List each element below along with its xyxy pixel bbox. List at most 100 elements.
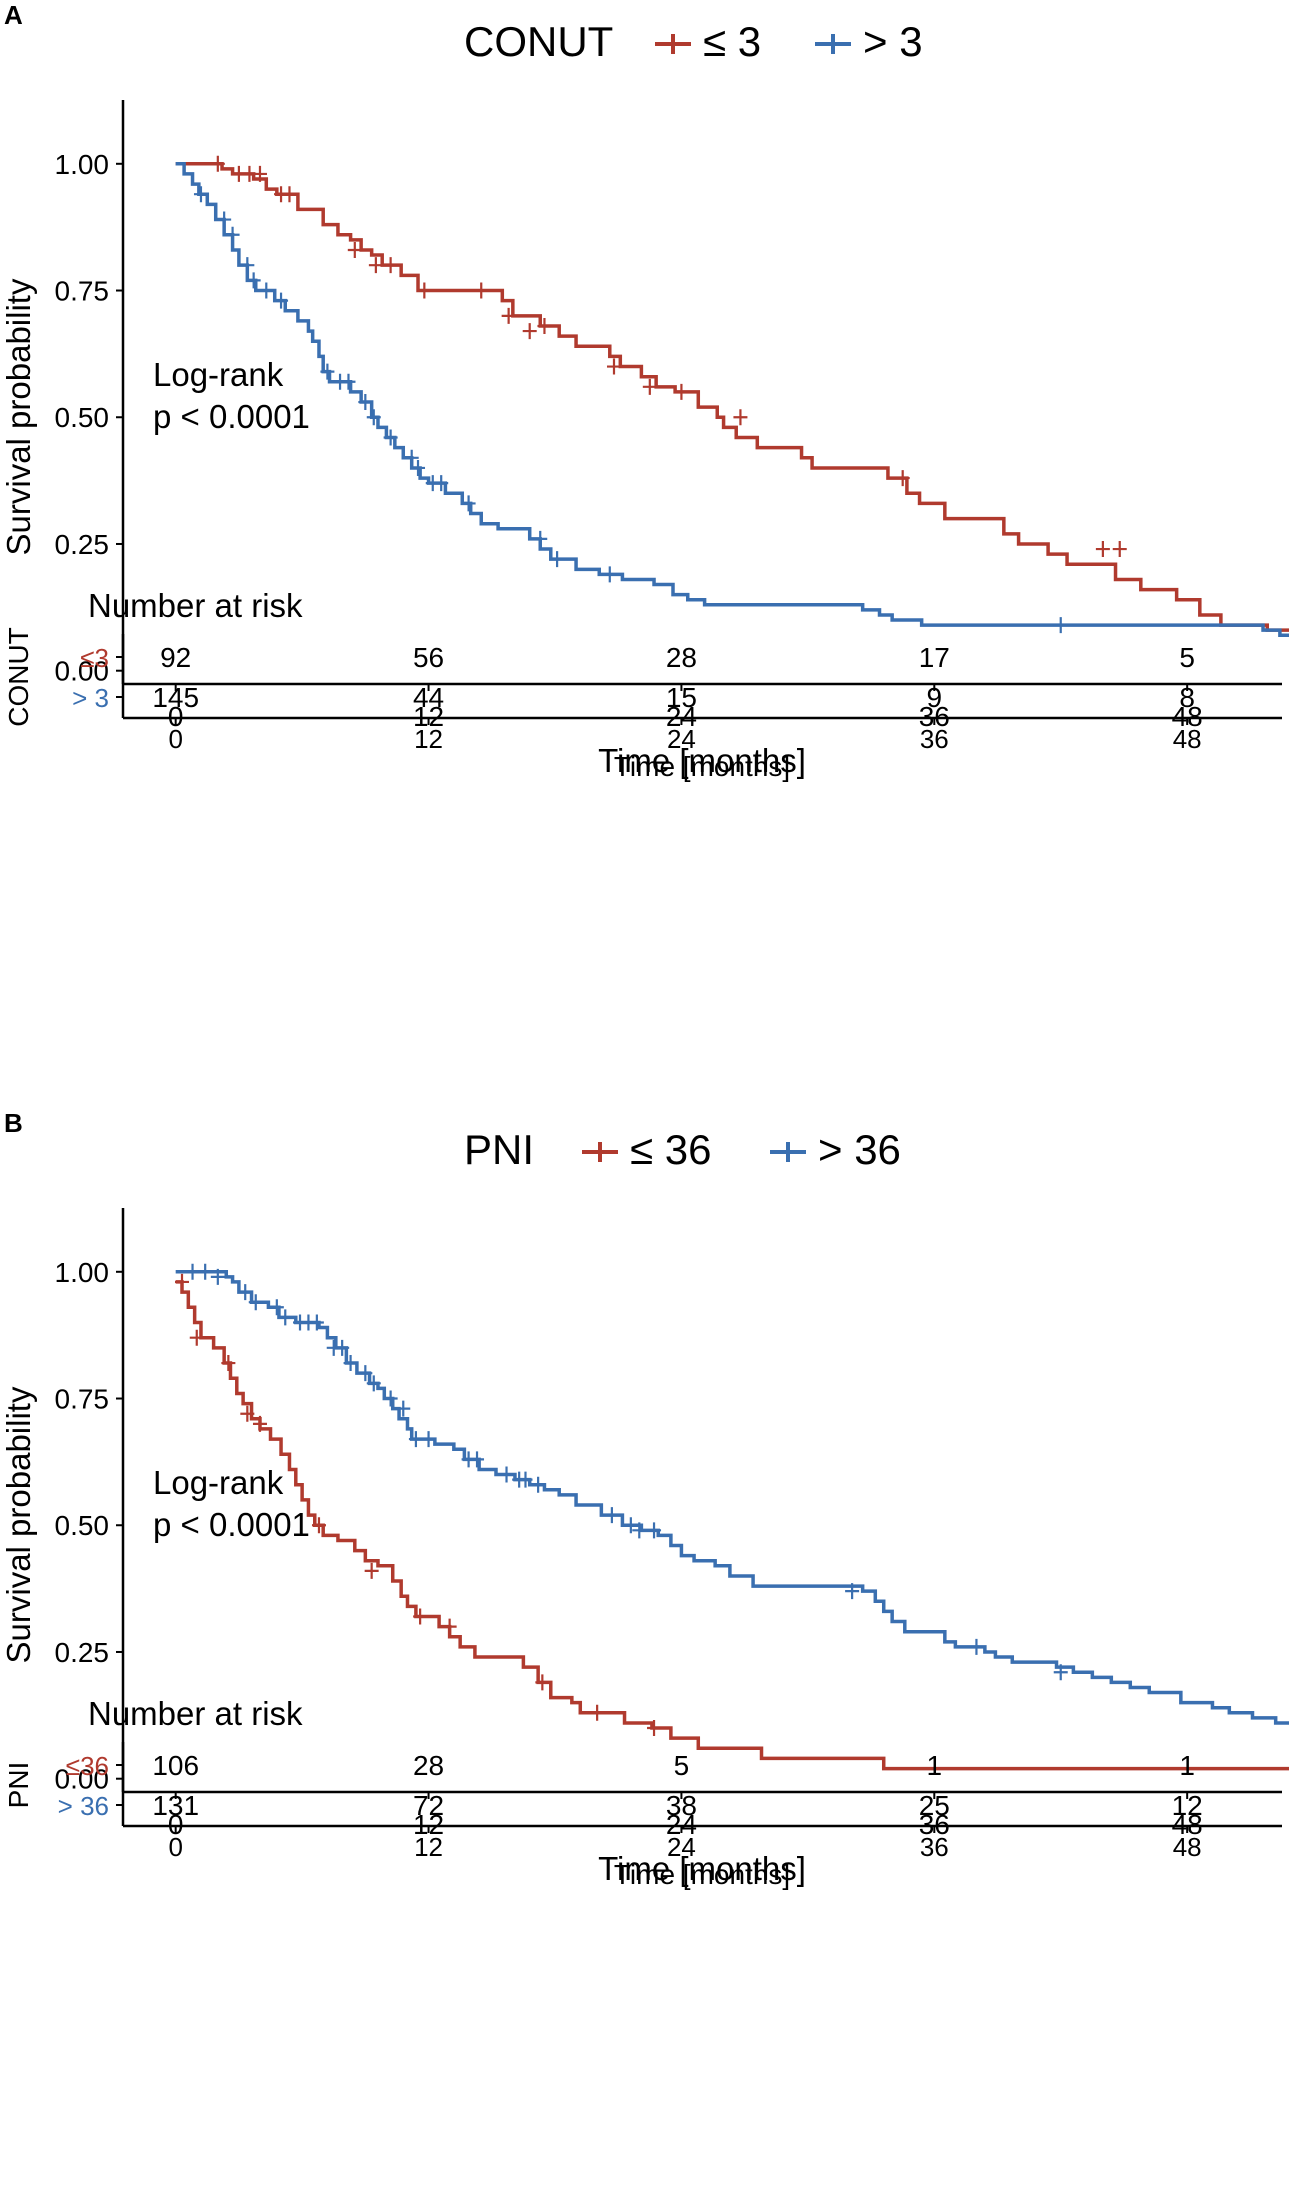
legend-label: > 3: [863, 18, 923, 65]
y-tick-label: 0.00: [55, 1764, 110, 1795]
x-tick-label: 48: [1172, 1809, 1203, 1840]
p-value-label: p < 0.0001: [153, 398, 310, 435]
censor-mark: [341, 373, 356, 390]
censor-mark: [193, 186, 208, 203]
risk-count: 145: [152, 682, 199, 713]
risk-table-y-title: PNI: [3, 1762, 34, 1809]
risk-row-label: ≤3: [80, 643, 109, 673]
censor-mark: [550, 551, 565, 568]
censor-mark: [210, 1268, 225, 1285]
censor-mark: [895, 470, 910, 487]
censor-mark: [1095, 541, 1110, 558]
censor-mark: [417, 282, 432, 299]
risk-count: 15: [666, 682, 697, 713]
censor-mark: [421, 1431, 436, 1448]
risk-count: 131: [152, 1790, 199, 1821]
censor-mark: [606, 358, 621, 375]
risk-table-y-title: CONUT: [3, 627, 34, 727]
legend-label: ≤ 36: [630, 1126, 711, 1173]
risk-x-tick-label: 0: [168, 1832, 182, 1862]
censor-mark: [499, 1466, 514, 1483]
x-tick-label: 24: [666, 701, 697, 732]
risk-count: 5: [1179, 642, 1195, 673]
censor-mark: [404, 449, 419, 466]
censor-mark: [674, 383, 689, 400]
censor-mark: [221, 1355, 236, 1372]
risk-count: 1: [1179, 1750, 1195, 1781]
censor-mark: [252, 1415, 267, 1432]
risk-x-tick-label: 24: [667, 1832, 696, 1862]
y-tick-label: 0.00: [55, 656, 110, 687]
censor-mark: [311, 1517, 326, 1534]
risk-count: 28: [413, 1750, 444, 1781]
risk-x-tick-label: 0: [168, 724, 182, 754]
censor-mark: [411, 459, 426, 476]
censor-mark: [845, 1583, 860, 1600]
logrank-label: Log-rank: [153, 356, 284, 393]
censor-mark: [189, 1329, 204, 1346]
censor-mark: [590, 1704, 605, 1721]
risk-count: 56: [413, 642, 444, 673]
risk-x-tick-label: 12: [414, 1832, 443, 1862]
censor-mark: [434, 475, 449, 492]
y-tick-label: 0.75: [55, 276, 110, 307]
censor-mark: [225, 226, 240, 243]
censor-mark: [383, 429, 398, 446]
x-tick-label: 0: [168, 1809, 184, 1840]
censor-mark: [1112, 541, 1127, 558]
risk-table-x-title: Time [months]: [614, 751, 790, 782]
censor-mark: [175, 1273, 190, 1290]
censor-mark: [396, 1400, 411, 1417]
risk-count: 25: [919, 1790, 950, 1821]
censor-mark: [535, 1674, 550, 1691]
censor-mark: [252, 165, 267, 182]
x-tick-label: 36: [919, 1809, 950, 1840]
x-tick-label: 48: [1172, 701, 1203, 732]
risk-x-tick-label: 48: [1173, 1832, 1202, 1862]
y-tick-label: 0.75: [55, 1384, 110, 1415]
censor-mark: [501, 307, 516, 324]
censor-mark: [343, 1355, 358, 1372]
series-low: [175, 1273, 1289, 1771]
censor-mark: [383, 1390, 398, 1407]
logrank-label: Log-rank: [153, 1464, 284, 1501]
x-tick-label: 12: [413, 701, 444, 732]
risk-count: 92: [160, 642, 191, 673]
censor-mark: [259, 282, 274, 299]
x-tick-label: 0: [168, 701, 184, 732]
censor-mark: [185, 1263, 200, 1280]
censor-mark: [1053, 1664, 1068, 1681]
censor-mark: [632, 1522, 647, 1539]
x-axis-title: Time [months]: [598, 1850, 806, 1887]
risk-table-x-title: Time [months]: [614, 1859, 790, 1890]
censor-mark: [240, 1405, 255, 1422]
censor-mark: [470, 1451, 485, 1468]
risk-count: 12: [1172, 1790, 1203, 1821]
censor-mark: [210, 155, 225, 172]
x-axis-title: Time [months]: [598, 742, 806, 779]
censor-mark: [320, 363, 335, 380]
censor-mark: [383, 257, 398, 274]
risk-count: 5: [674, 1750, 690, 1781]
p-value-label: p < 0.0001: [153, 1506, 310, 1543]
risk-table-title: Number at risk: [88, 1695, 303, 1732]
censor-mark: [604, 1507, 619, 1524]
censor-mark: [1053, 617, 1068, 634]
risk-table: Number at risk ≤3 92 56 28 17 5 > 3 145 44 15 9 8 0 12…: [3, 587, 1282, 782]
y-tick-label: 0.50: [55, 1510, 110, 1541]
risk-count: 72: [413, 1790, 444, 1821]
legend: PNI ≤ 36 > 36: [464, 1126, 901, 1173]
censor-mark: [518, 1471, 533, 1488]
censor-mark: [246, 272, 261, 289]
y-axis-title: Survival probability: [0, 1386, 37, 1663]
series-low: [175, 155, 1289, 632]
censor-mark: [733, 409, 748, 426]
censor-mark: [366, 1375, 381, 1392]
censor-mark: [364, 1562, 379, 1579]
risk-count: 8: [1179, 682, 1195, 713]
risk-count: 9: [927, 682, 943, 713]
censor-mark: [533, 530, 548, 547]
censor-mark: [647, 1522, 662, 1539]
survival-curve: [175, 1270, 1289, 1725]
